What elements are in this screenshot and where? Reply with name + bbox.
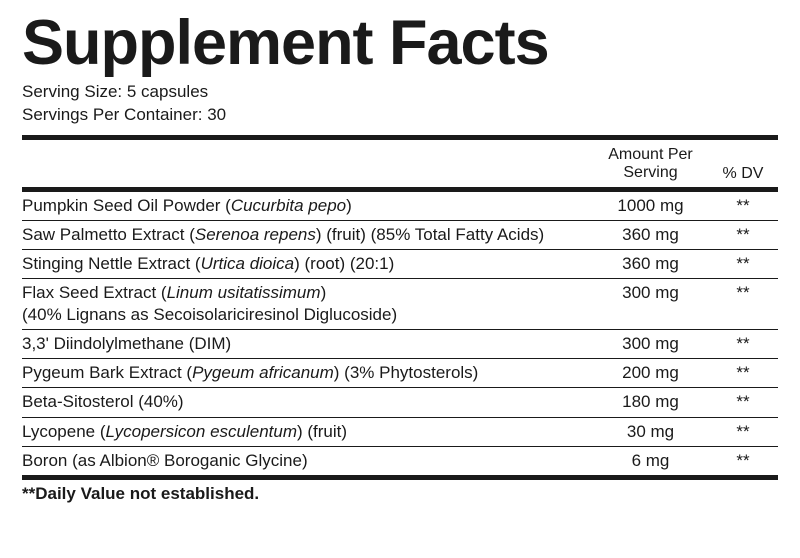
ingredient-name-sub: (40% Lignans as Secoisolariciresinol Dig… xyxy=(22,304,593,325)
ingredient-name-latin: Urtica dioica xyxy=(201,254,295,273)
ingredient-name-pre: Lycopene ( xyxy=(22,422,105,441)
ingredient-name-pre: Stinging Nettle Extract ( xyxy=(22,254,201,273)
dv-footnote: **Daily Value not established. xyxy=(22,480,778,504)
ingredient-name-pre: 3,3' Diindolylmethane (DIM) xyxy=(22,334,231,353)
ingredient-dv: ** xyxy=(708,253,778,274)
ingredient-name-pre: Boron (as Albion® Boroganic Glycine) xyxy=(22,451,308,470)
ingredient-name-latin: Serenoa repens xyxy=(195,225,316,244)
ingredient-amount: 360 mg xyxy=(593,253,708,274)
ingredient-row: Beta-Sitosterol (40%) 180 mg** xyxy=(22,388,778,416)
ingredient-row: 3,3' Diindolylmethane (DIM) 300 mg** xyxy=(22,330,778,358)
column-header-dv: % DV xyxy=(708,165,778,183)
ingredient-name: Pumpkin Seed Oil Powder (Cucurbita pepo) xyxy=(22,195,593,216)
column-header-amount: Amount Per Serving xyxy=(593,146,708,183)
ingredient-row: Pumpkin Seed Oil Powder (Cucurbita pepo)… xyxy=(22,192,778,220)
ingredient-name: Flax Seed Extract (Linum usitatissimum) (… xyxy=(22,282,593,325)
ingredient-name: Beta-Sitosterol (40%) xyxy=(22,391,593,412)
ingredient-name-latin: Lycopersicon esculentum xyxy=(105,422,297,441)
ingredient-name-pre: Beta-Sitosterol (40%) xyxy=(22,392,184,411)
ingredient-row: Pygeum Bark Extract (Pygeum africanum) (… xyxy=(22,359,778,387)
serving-info: Serving Size: 5 capsules Servings Per Co… xyxy=(22,81,778,127)
ingredient-name: Pygeum Bark Extract (Pygeum africanum) (… xyxy=(22,362,593,383)
ingredient-dv: ** xyxy=(708,282,778,303)
ingredient-amount: 360 mg xyxy=(593,224,708,245)
ingredient-name-pre: Pumpkin Seed Oil Powder ( xyxy=(22,196,231,215)
ingredient-row: Saw Palmetto Extract (Serenoa repens) (f… xyxy=(22,221,778,249)
ingredient-dv: ** xyxy=(708,333,778,354)
ingredient-name-post: ) (fruit) xyxy=(297,422,347,441)
ingredient-name-post: ) xyxy=(321,283,327,302)
amount-label-line1: Amount Per xyxy=(593,146,708,164)
ingredient-name: 3,3' Diindolylmethane (DIM) xyxy=(22,333,593,354)
ingredient-name-latin: Pygeum africanum xyxy=(192,363,334,382)
ingredient-amount: 30 mg xyxy=(593,421,708,442)
ingredient-dv: ** xyxy=(708,195,778,216)
ingredient-name: Saw Palmetto Extract (Serenoa repens) (f… xyxy=(22,224,593,245)
ingredients-table: Pumpkin Seed Oil Powder (Cucurbita pepo)… xyxy=(22,192,778,476)
ingredient-amount: 300 mg xyxy=(593,282,708,303)
ingredient-name-pre: Flax Seed Extract ( xyxy=(22,283,167,302)
ingredient-name: Stinging Nettle Extract (Urtica dioica) … xyxy=(22,253,593,274)
ingredient-row: Lycopene (Lycopersicon esculentum) (frui… xyxy=(22,418,778,446)
ingredient-amount: 6 mg xyxy=(593,450,708,471)
ingredient-name-post: ) (root) (20:1) xyxy=(294,254,394,273)
ingredient-row: Boron (as Albion® Boroganic Glycine) 6 mg… xyxy=(22,447,778,475)
ingredient-row: Stinging Nettle Extract (Urtica dioica) … xyxy=(22,250,778,278)
ingredient-amount: 200 mg xyxy=(593,362,708,383)
ingredient-amount: 1000 mg xyxy=(593,195,708,216)
ingredient-name: Lycopene (Lycopersicon esculentum) (frui… xyxy=(22,421,593,442)
ingredient-name-post: ) (3% Phytosterols) xyxy=(334,363,479,382)
amount-label-line2: Serving xyxy=(593,164,708,182)
ingredient-name-latin: Linum usitatissimum xyxy=(167,283,321,302)
serving-size: Serving Size: 5 capsules xyxy=(22,81,778,104)
ingredient-name-pre: Saw Palmetto Extract ( xyxy=(22,225,195,244)
servings-per-container: Servings Per Container: 30 xyxy=(22,104,778,127)
ingredient-dv: ** xyxy=(708,391,778,412)
ingredient-name-post: ) xyxy=(346,196,352,215)
ingredient-name-latin: Cucurbita pepo xyxy=(231,196,346,215)
ingredient-row: Flax Seed Extract (Linum usitatissimum) (… xyxy=(22,279,778,329)
column-header-row: Amount Per Serving % DV xyxy=(22,140,778,187)
ingredient-dv: ** xyxy=(708,224,778,245)
ingredient-amount: 300 mg xyxy=(593,333,708,354)
panel-title: Supplement Facts xyxy=(22,12,778,75)
ingredient-name-post: ) (fruit) (85% Total Fatty Acids) xyxy=(316,225,544,244)
ingredient-dv: ** xyxy=(708,450,778,471)
ingredient-dv: ** xyxy=(708,421,778,442)
ingredient-amount: 180 mg xyxy=(593,391,708,412)
ingredient-name: Boron (as Albion® Boroganic Glycine) xyxy=(22,450,593,471)
ingredient-dv: ** xyxy=(708,362,778,383)
ingredient-name-pre: Pygeum Bark Extract ( xyxy=(22,363,192,382)
